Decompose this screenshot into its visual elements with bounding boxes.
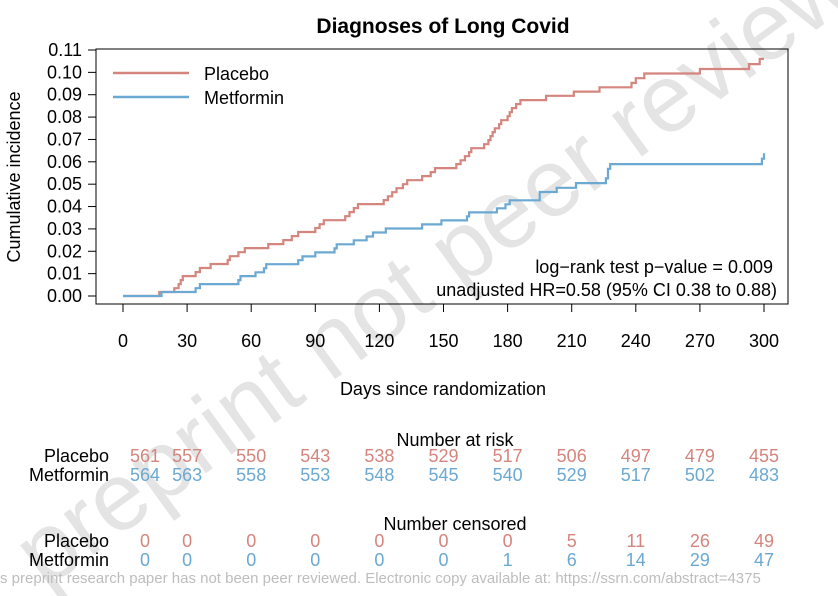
x-tick-label: 180 xyxy=(493,331,523,351)
annotation-logrank: log−rank test p−value = 0.009 xyxy=(535,257,773,277)
y-tick-label: 0.04 xyxy=(47,197,82,217)
x-tick-label: 270 xyxy=(685,331,715,351)
censor-value-metformin: 0 xyxy=(374,550,384,570)
censor-value-metformin: 0 xyxy=(182,550,192,570)
y-tick-label: 0.10 xyxy=(47,62,82,82)
risk-value-metformin: 545 xyxy=(428,465,458,485)
risk-value-metformin: 548 xyxy=(364,465,394,485)
risk-value-metformin: 483 xyxy=(749,465,779,485)
risk-value-placebo: 529 xyxy=(428,446,458,466)
risk-value-metformin: 553 xyxy=(300,465,330,485)
chart-title: Diagnoses of Long Covid xyxy=(316,15,569,38)
censor-value-placebo: 0 xyxy=(310,531,320,551)
risk-value-placebo: 538 xyxy=(364,446,394,466)
x-axis-label: Days since randomization xyxy=(340,379,546,399)
footer-disclaimer: s preprint research paper has not been p… xyxy=(0,570,761,587)
y-tick-label: 0.08 xyxy=(47,107,82,127)
y-tick-label: 0.03 xyxy=(47,219,82,239)
censor-value-placebo: 0 xyxy=(182,531,192,551)
risk-value-placebo: 550 xyxy=(236,446,266,466)
censor-value-placebo: 11 xyxy=(626,531,645,551)
risk-value-placebo: 506 xyxy=(557,446,587,466)
curve-metformin xyxy=(123,153,766,298)
x-tick-label: 240 xyxy=(621,331,651,351)
censor-value-placebo: 0 xyxy=(438,531,448,551)
censor-value-metformin: 14 xyxy=(626,550,646,570)
y-tick-label: 0.07 xyxy=(47,129,82,149)
y-tick-label: 0.09 xyxy=(47,85,82,105)
y-tick-label: 0.06 xyxy=(47,152,82,172)
censor-value-metformin: 0 xyxy=(310,550,320,570)
y-axis: 0.000.01 0.020.030.04 0.050.06 0.070.080.09… xyxy=(47,40,97,306)
x-tick-label: 90 xyxy=(305,331,325,351)
censor-value-metformin: 0 xyxy=(438,550,448,570)
x-tick-label: 60 xyxy=(241,331,261,351)
x-tick-label: 210 xyxy=(557,331,587,351)
risk-table-title: Number at risk xyxy=(396,430,514,450)
risk-value-placebo: 455 xyxy=(749,446,779,466)
curve-placebo xyxy=(123,57,764,298)
risk-table: Number at risk Placebo Metformin 561 557 5… xyxy=(29,430,779,485)
legend: Placebo Metformin xyxy=(113,64,284,108)
risk-value-placebo: 497 xyxy=(621,446,651,466)
x-tick-label: 150 xyxy=(428,331,458,351)
y-tick-label: 0.11 xyxy=(48,40,82,60)
risk-value-placebo: 557 xyxy=(172,446,202,466)
risk-value-metformin: 558 xyxy=(236,465,266,485)
risk-row-label-metformin: Metformin xyxy=(29,465,109,485)
censor-value-placebo: 0 xyxy=(140,531,150,551)
censor-row-label-placebo: Placebo xyxy=(44,531,109,551)
risk-value-placebo: 479 xyxy=(685,446,715,466)
x-tick-label: 120 xyxy=(364,331,394,351)
risk-value-metformin: 502 xyxy=(685,465,715,485)
risk-value-placebo: 561 xyxy=(130,446,160,466)
legend-label-metformin: Metformin xyxy=(204,88,284,108)
curves xyxy=(123,57,766,298)
censor-value-placebo: 26 xyxy=(690,531,710,551)
censor-row-label-metformin: Metformin xyxy=(29,550,109,570)
risk-row-label-placebo: Placebo xyxy=(44,446,109,466)
risk-value-metformin: 564 xyxy=(130,465,160,485)
censor-value-placebo: 5 xyxy=(567,531,577,551)
risk-table-values: 561 557 550 543 538 529 517 506 497 479 455 564 563 5… xyxy=(130,446,779,485)
y-axis-label: Cumulative incidence xyxy=(4,91,24,262)
censor-value-metformin: 0 xyxy=(140,550,150,570)
censor-value-metformin: 29 xyxy=(690,550,710,570)
risk-value-metformin: 540 xyxy=(493,465,523,485)
censor-table-title: Number censored xyxy=(383,514,526,534)
censor-value-metformin: 0 xyxy=(246,550,256,570)
risk-value-metformin: 517 xyxy=(621,465,651,485)
risk-value-metformin: 529 xyxy=(557,465,587,485)
x-tick-label: 30 xyxy=(177,331,197,351)
censor-value-metformin: 1 xyxy=(503,550,513,570)
y-tick-label: 0.00 xyxy=(47,286,82,306)
risk-value-placebo: 517 xyxy=(493,446,523,466)
censor-value-placebo: 0 xyxy=(374,531,384,551)
censor-value-metformin: 47 xyxy=(754,550,774,570)
x-tick-label: 0 xyxy=(118,331,128,351)
annotation-hazard-ratio: unadjusted HR=0.58 (95% CI 0.38 to 0.88) xyxy=(436,280,777,300)
legend-label-placebo: Placebo xyxy=(204,64,269,84)
censor-value-placebo: 0 xyxy=(246,531,256,551)
censor-value-placebo: 49 xyxy=(754,531,774,551)
censor-value-metformin: 6 xyxy=(567,550,577,570)
censor-table-values: 0 0 0 0 0 0 0 5 11 26 490 0 0 0 0 0 1 6 14 29 47 xyxy=(140,531,774,570)
x-axis: 0 30 60 90 120 150 180 210 240 270 300 xyxy=(118,303,779,351)
risk-value-placebo: 543 xyxy=(300,446,330,466)
y-tick-label: 0.01 xyxy=(47,264,82,284)
risk-value-metformin: 563 xyxy=(172,465,202,485)
y-tick-label: 0.02 xyxy=(47,241,82,261)
y-tick-label: 0.05 xyxy=(47,174,82,194)
x-tick-label: 300 xyxy=(749,331,779,351)
censor-value-placebo: 0 xyxy=(503,531,513,551)
